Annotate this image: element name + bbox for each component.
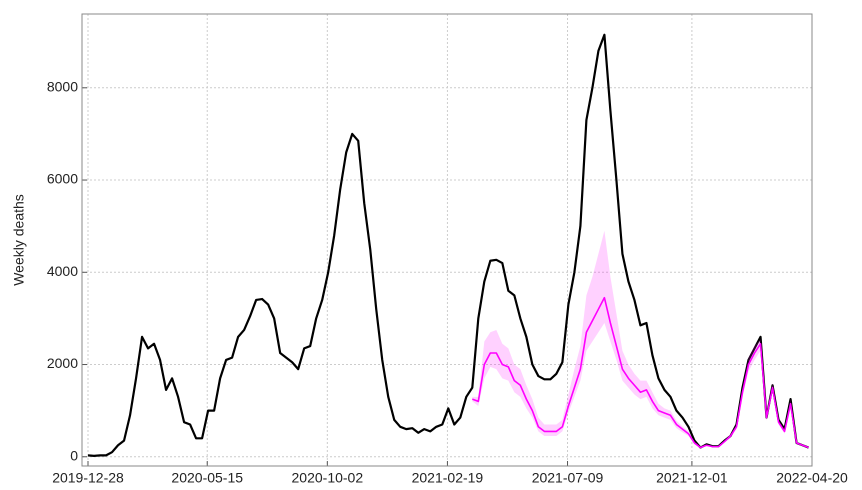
x-tick-label: 2022-04-20	[776, 470, 848, 486]
y-tick-label: 6000	[47, 171, 78, 187]
line	[87, 33, 809, 457]
x-tick-label: 2021-12-01	[656, 470, 728, 486]
x-tick-label: 2021-07-09	[532, 470, 604, 486]
plot-frame	[81, 13, 813, 467]
x-tick-label: 2019-12-28	[52, 470, 124, 486]
line	[472, 296, 809, 449]
y-tick-label: 0	[70, 447, 78, 463]
y-tick-label: 8000	[47, 78, 78, 94]
x-tick-label: 2021-02-19	[412, 470, 484, 486]
x-tick-label: 2020-05-15	[171, 470, 243, 486]
y-tick-label: 4000	[47, 263, 78, 279]
x-tick-label: 2020-10-02	[292, 470, 364, 486]
y-tick-label: 2000	[47, 355, 78, 371]
y-axis-label: Weekly deaths	[11, 194, 27, 286]
